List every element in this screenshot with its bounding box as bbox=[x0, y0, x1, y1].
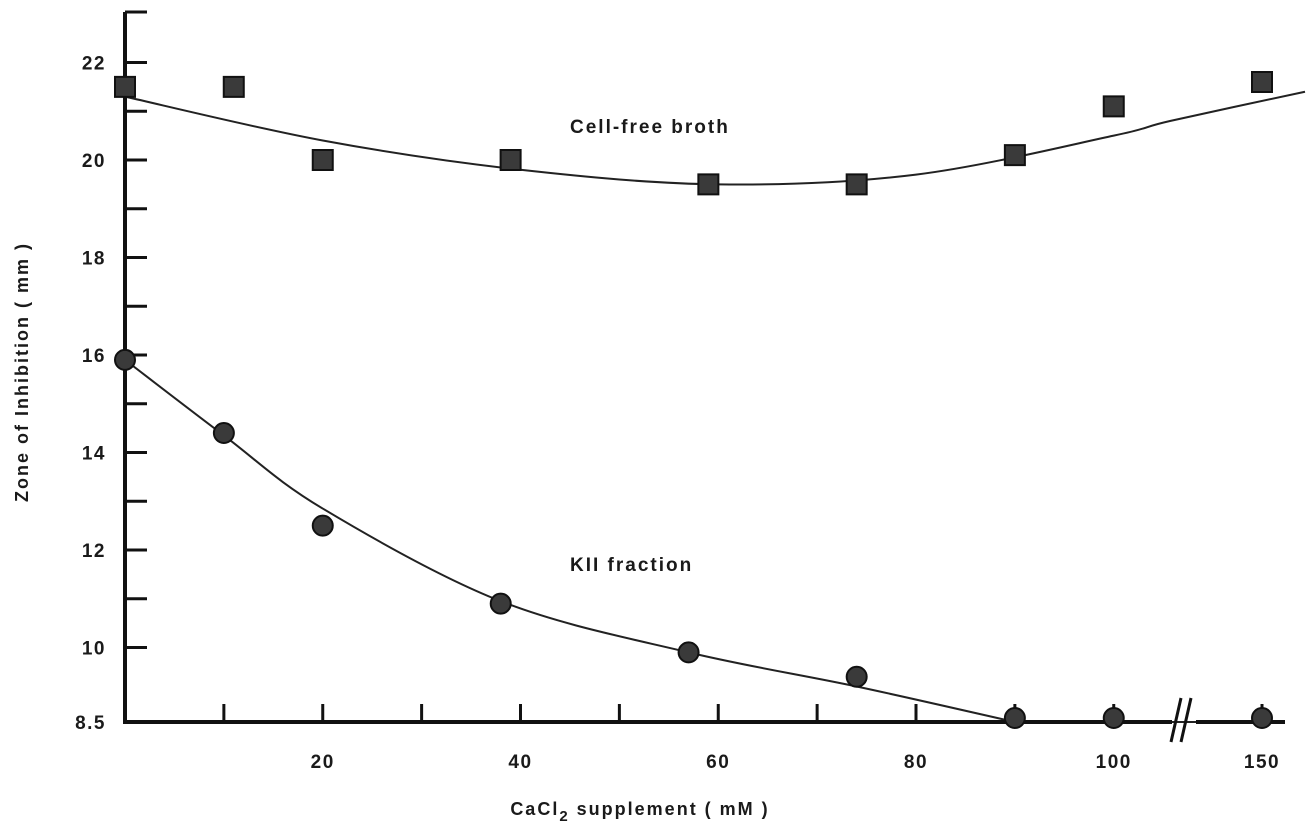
data-point-kii-fraction bbox=[1102, 707, 1125, 729]
data-point-kii-fraction bbox=[311, 514, 334, 537]
data-point-kii-fraction bbox=[212, 422, 235, 444]
data-point-kii-fraction bbox=[845, 665, 868, 688]
y-tick-label: 12 bbox=[82, 541, 106, 562]
data-point-kii-fraction bbox=[489, 592, 512, 615]
x-tick-label: 80 bbox=[904, 752, 928, 773]
fit-line-cell-free-broth bbox=[124, 90, 1306, 186]
y-axis-title: Zone of Inhibition ( mm ) bbox=[12, 242, 32, 502]
x-axis-title-prefix: CaCl bbox=[510, 799, 559, 819]
data-point-cell-free-broth bbox=[1003, 144, 1026, 167]
series-label-kii-fraction: KII fraction bbox=[570, 555, 693, 576]
x-tick-label: 100 bbox=[1096, 752, 1132, 773]
data-point-kii-fraction bbox=[1003, 707, 1026, 729]
series-label-cell-free-broth: Cell-free broth bbox=[570, 117, 730, 138]
fit-line-kii-fraction bbox=[124, 359, 1262, 723]
markers bbox=[114, 71, 1273, 729]
x-tick-label: 20 bbox=[311, 752, 335, 773]
data-point-cell-free-broth bbox=[1251, 71, 1273, 93]
x-axis-title-suffix: supplement ( mM ) bbox=[570, 799, 770, 819]
x-tick-label: 40 bbox=[508, 752, 532, 773]
data-point-cell-free-broth bbox=[1102, 95, 1125, 118]
y-tick-label: 20 bbox=[82, 151, 106, 172]
data-point-cell-free-broth bbox=[845, 173, 868, 196]
x-tick-label: 150 bbox=[1244, 752, 1280, 773]
data-point-cell-free-broth bbox=[499, 149, 522, 171]
data-point-kii-fraction bbox=[677, 641, 700, 664]
y-tick-label: 10 bbox=[82, 639, 106, 660]
x-tick-label: 60 bbox=[706, 752, 730, 773]
x-axis-break-mark bbox=[1169, 697, 1183, 743]
y-tick-label: 22 bbox=[82, 54, 106, 75]
y-tick-label: 14 bbox=[82, 444, 106, 465]
ticks bbox=[125, 61, 1264, 722]
y-tick-label: 16 bbox=[82, 346, 106, 367]
data-point-kii-fraction bbox=[1251, 707, 1273, 729]
data-point-kii-fraction bbox=[114, 348, 136, 371]
data-point-cell-free-broth bbox=[311, 149, 334, 171]
x-axis-break-mark bbox=[1179, 697, 1193, 743]
x-axis-title-subscript: 2 bbox=[559, 808, 569, 825]
y-tick-label: 8.5 bbox=[75, 713, 106, 734]
data-point-cell-free-broth bbox=[697, 173, 720, 196]
data-point-cell-free-broth bbox=[222, 75, 245, 98]
y-tick-label: 18 bbox=[82, 249, 106, 270]
x-axis-title: CaCl2 supplement ( mM ) bbox=[510, 799, 769, 825]
labels: 20 40 60 80 100 150 8.5 10 12 14 16 18 20 22 Cell-free… bbox=[75, 54, 1280, 774]
data-point-cell-free-broth bbox=[114, 75, 136, 98]
